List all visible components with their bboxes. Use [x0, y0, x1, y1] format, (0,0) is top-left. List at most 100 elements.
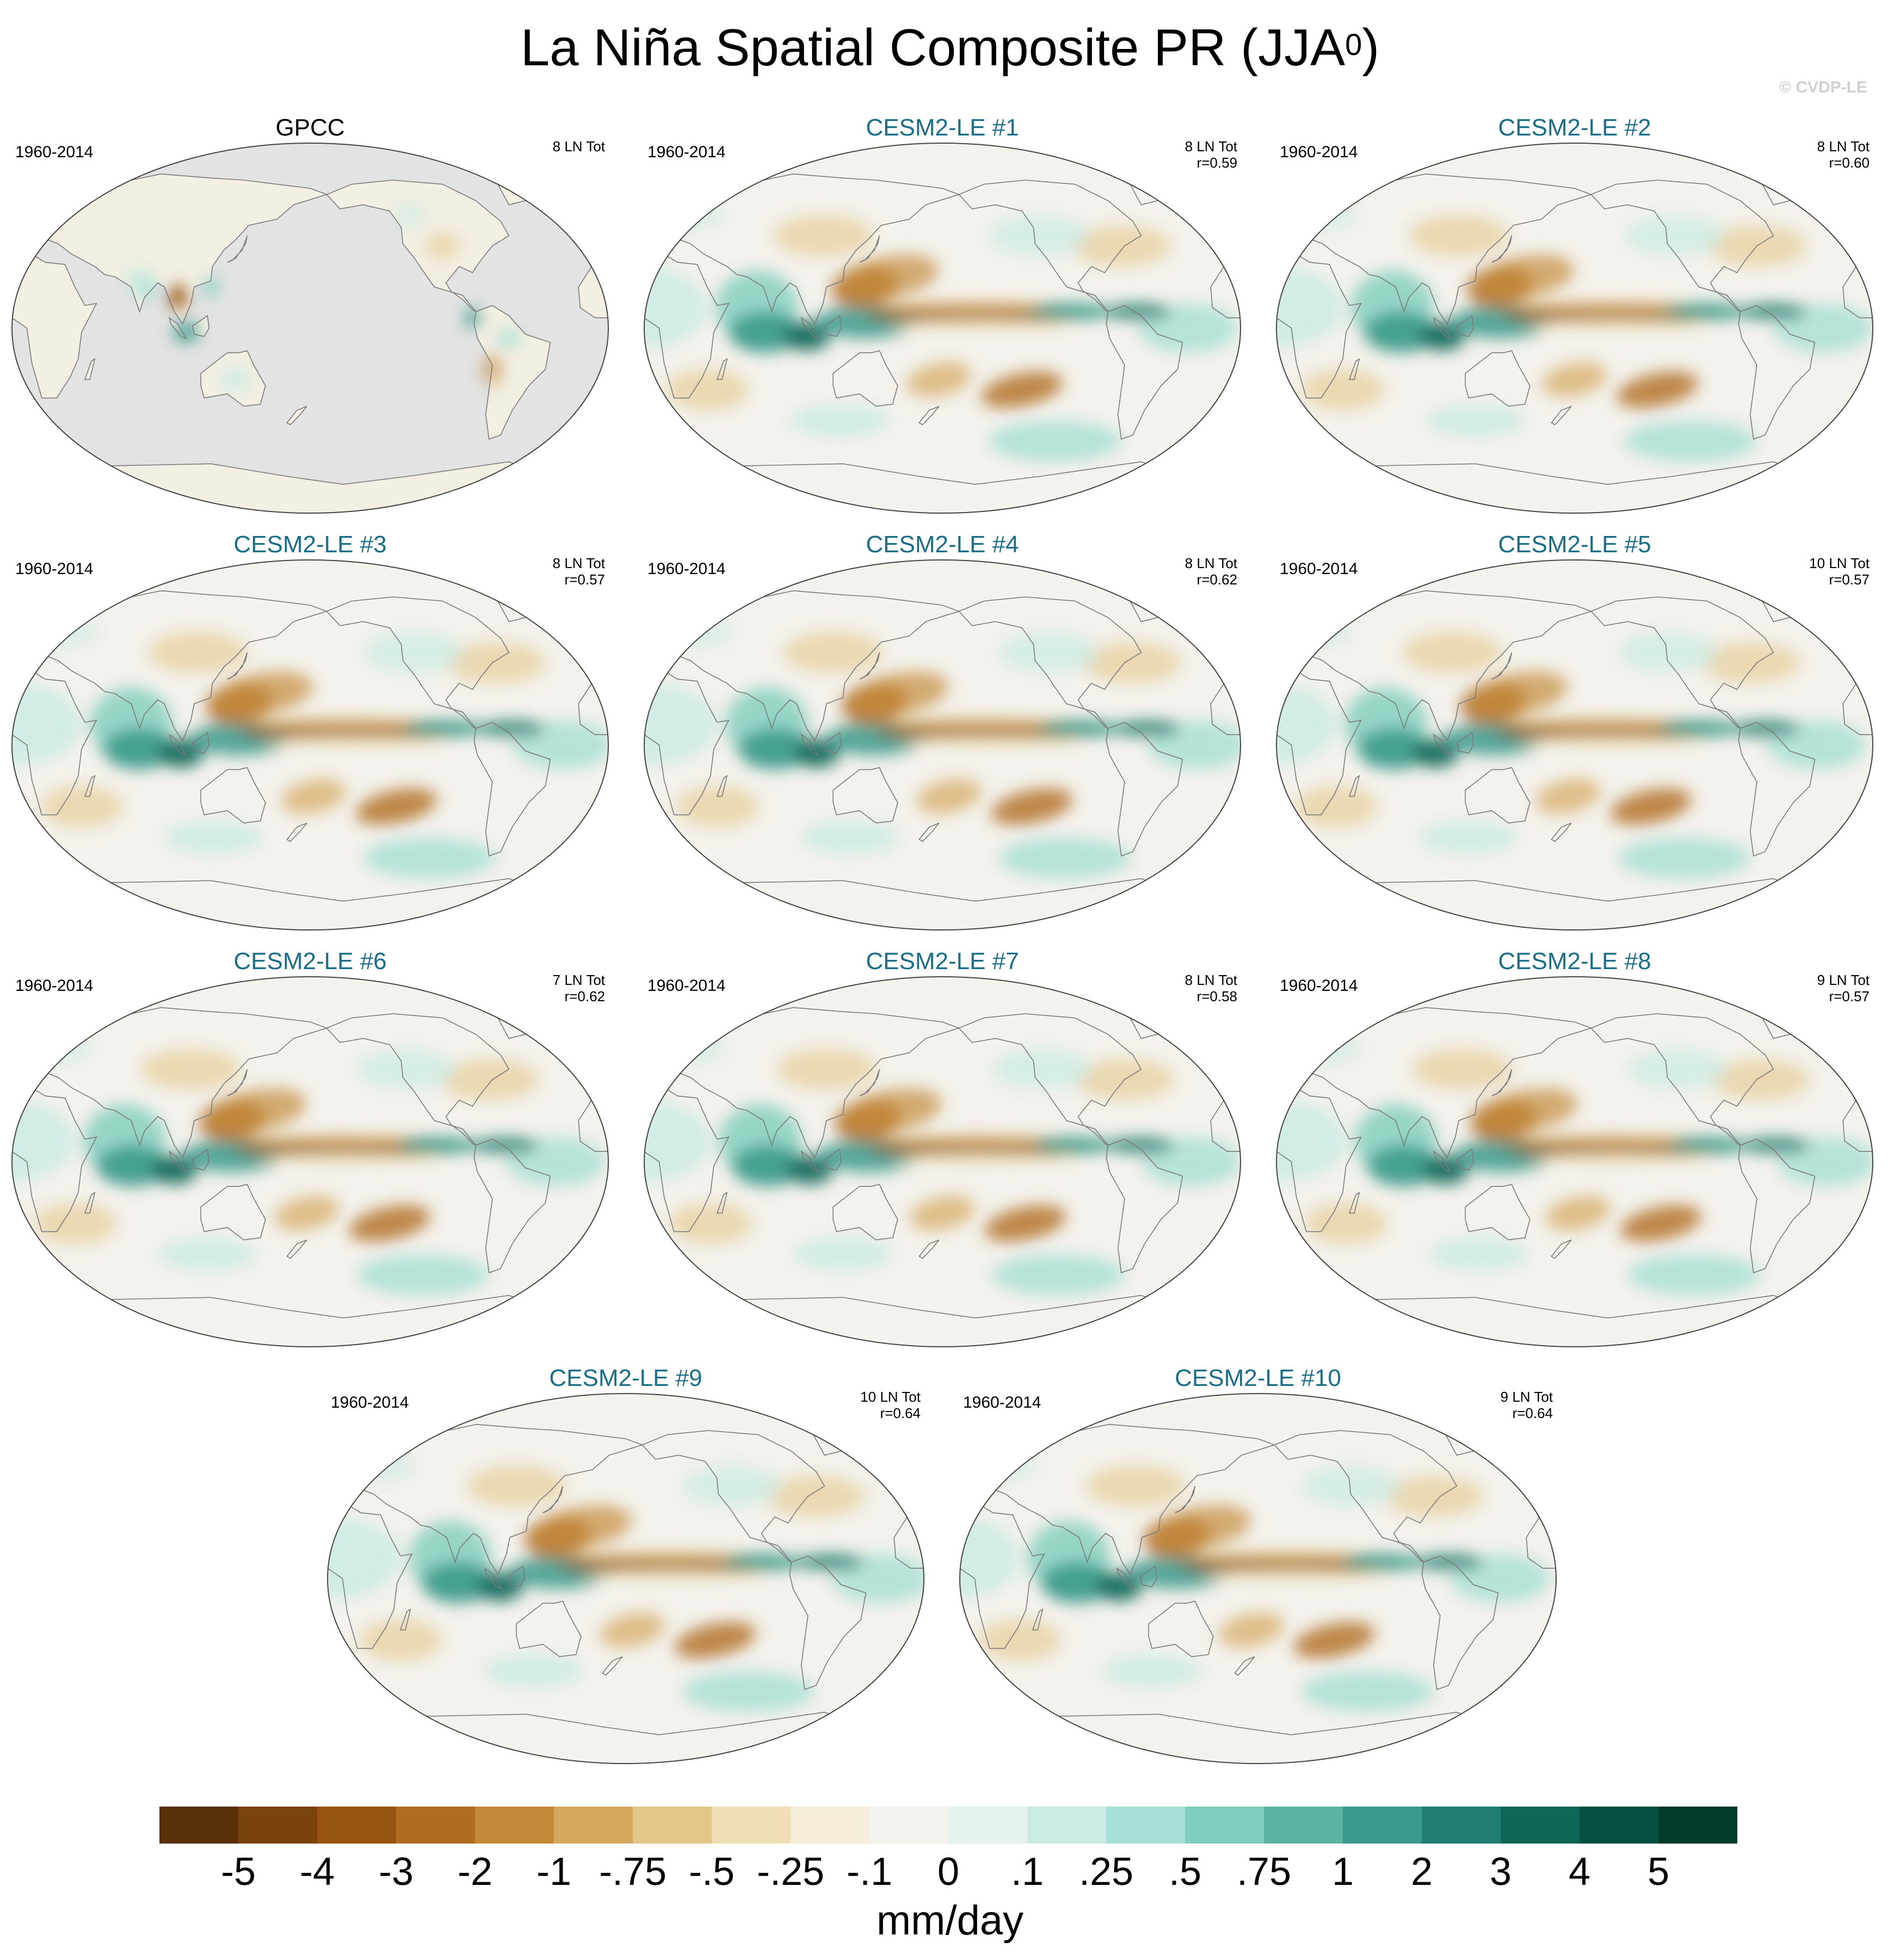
colorbar-tick-label: 0: [937, 1850, 960, 1894]
colorbar-swatch: [1027, 1807, 1106, 1844]
panel-stats: 8 LN Tot r=0.57: [553, 555, 605, 588]
panel-event-count: 7 LN Tot: [552, 972, 605, 988]
map-panel: CESM2-LE #5 1960-2014 10 LN Tot r=0.57: [1270, 530, 1879, 944]
colorbar-swatch: [1185, 1807, 1264, 1844]
colorbar-swatch: [633, 1807, 712, 1844]
precip-anomaly-map: [1276, 559, 1873, 930]
panel-period: 1960-2014: [1280, 143, 1358, 161]
precip-anomaly-map: [1276, 143, 1873, 514]
panel-period: 1960-2014: [15, 560, 94, 578]
colorbar-swatch: [554, 1807, 633, 1844]
panel-period: 1960-2014: [15, 977, 94, 995]
colorbar-tick-label: -2: [457, 1850, 493, 1894]
precip-anomaly-map: [644, 143, 1241, 514]
colorbar-swatch: [159, 1807, 238, 1844]
colorbar-unit-label: mm/day: [876, 1897, 1024, 1944]
colorbar-swatch: [1106, 1807, 1185, 1844]
panel-pattern-correlation: r=0.57: [1829, 988, 1870, 1004]
map-panel: GPCC 1960-2014 8 LN Tot: [5, 113, 615, 527]
panel-stats: 8 LN Tot r=0.59: [1185, 138, 1237, 171]
panel-title: CESM2-LE #10: [1175, 1365, 1341, 1391]
panel-period: 1960-2014: [647, 977, 726, 995]
map-field-layer: [644, 560, 1241, 930]
panel-stats: 10 LN Tot r=0.64: [860, 1389, 921, 1421]
map-field-layer: [1276, 977, 1873, 1347]
panel-event-count: 8 LN Tot: [552, 555, 605, 571]
colorbar-swatch: [1422, 1807, 1501, 1844]
map-panel: CESM2-LE #1 1960-2014 8 LN Tot r=0.59: [638, 113, 1247, 527]
panel-event-count: 8 LN Tot: [1817, 138, 1870, 155]
colorbar-tick-label: -1: [536, 1850, 572, 1894]
panel-pattern-correlation: r=0.62: [564, 988, 605, 1004]
colorbar-tick-label: -.1: [846, 1850, 893, 1894]
map-panel: CESM2-LE #4 1960-2014 8 LN Tot r=0.62: [638, 530, 1247, 944]
precip-anomaly-map: [644, 976, 1241, 1347]
map-panel: CESM2-LE #7 1960-2014 8 LN Tot r=0.58: [638, 947, 1247, 1360]
panel-event-count: 10 LN Tot: [1809, 555, 1870, 571]
precip-anomaly-map: [327, 1393, 924, 1764]
panel-period: 1960-2014: [15, 143, 94, 161]
panel-event-count: 10 LN Tot: [860, 1389, 921, 1405]
colorbar-tick-label: -5: [220, 1850, 256, 1894]
colorbar: [159, 1807, 1737, 1844]
panel-period: 1960-2014: [331, 1394, 409, 1412]
colorbar-swatch: [1343, 1807, 1422, 1844]
colorbar-tick-label: -4: [299, 1850, 335, 1894]
panel-title: CESM2-LE #2: [1498, 114, 1651, 141]
panel-event-count: 8 LN Tot: [1185, 972, 1237, 988]
precip-anomaly-map: [1276, 976, 1873, 1347]
panel-event-count: 8 LN Tot: [552, 138, 605, 155]
panel-event-count: 9 LN Tot: [1817, 972, 1870, 988]
colorbar-swatch: [1264, 1807, 1343, 1844]
panel-stats: 9 LN Tot r=0.57: [1817, 972, 1870, 1004]
panel-pattern-correlation: r=0.62: [1196, 571, 1237, 588]
panel-period: 1960-2014: [1280, 977, 1358, 995]
precip-anomaly-map: [959, 1393, 1557, 1764]
panel-title: CESM2-LE #7: [866, 948, 1019, 975]
panel-title: CESM2-LE #6: [233, 948, 387, 975]
precip-anomaly-map: [11, 143, 609, 514]
panel-event-count: 9 LN Tot: [1500, 1389, 1553, 1405]
map-field-layer: [328, 1394, 924, 1764]
map-panel: CESM2-LE #8 1960-2014 9 LN Tot r=0.57: [1270, 947, 1879, 1360]
colorbar-swatch: [791, 1807, 869, 1844]
map-field-layer: [1276, 143, 1873, 513]
colorbar-tick-label: -.5: [688, 1850, 735, 1894]
panel-stats: 8 LN Tot r=0.62: [1185, 555, 1237, 588]
colorbar-tick-label: -3: [378, 1850, 414, 1894]
colorbar-swatch: [238, 1807, 317, 1844]
panel-stats: 8 LN Tot r=0.60: [1817, 138, 1870, 171]
colorbar-tick-label: .1: [1010, 1850, 1044, 1894]
colorbar-swatch: [1501, 1807, 1580, 1844]
colorbar-tick-label: 3: [1489, 1850, 1512, 1894]
panel-period: 1960-2014: [647, 560, 726, 578]
panel-stats: 8 LN Tot r=0.58: [1185, 972, 1237, 1004]
map-panel: CESM2-LE #3 1960-2014 8 LN Tot r=0.57: [5, 530, 615, 944]
figure-title: La Niña Spatial Composite PR (JJA0): [0, 15, 1900, 81]
colorbar-tick-label: .75: [1236, 1850, 1292, 1894]
colorbar-tick-label: .5: [1168, 1850, 1202, 1894]
colorbar-swatch: [317, 1807, 396, 1844]
panel-title: CESM2-LE #4: [866, 531, 1019, 558]
figure-title-superscript: 0: [1345, 27, 1362, 61]
panel-stats: 7 LN Tot r=0.62: [553, 972, 605, 1004]
panel-pattern-correlation: r=0.57: [564, 571, 605, 588]
colorbar-tick-label: 1: [1331, 1850, 1354, 1894]
colorbar-tick-label: 5: [1647, 1850, 1670, 1894]
watermark: © CVDP-LE: [1779, 78, 1867, 96]
map-panel: CESM2-LE #10 1960-2014 9 LN Tot r=0.64: [953, 1364, 1563, 1777]
colorbar-swatch: [396, 1807, 475, 1844]
panel-pattern-correlation: r=0.58: [1196, 988, 1237, 1004]
panel-period: 1960-2014: [963, 1394, 1041, 1412]
map-field-layer: [12, 143, 608, 513]
map-field-layer: [960, 1394, 1556, 1764]
panel-period: 1960-2014: [1280, 560, 1358, 578]
panel-title: CESM2-LE #9: [549, 1365, 702, 1391]
panel-pattern-correlation: r=0.64: [880, 1405, 921, 1421]
map-panel: CESM2-LE #6 1960-2014 7 LN Tot r=0.62: [5, 947, 615, 1360]
colorbar-tick-labels: -5 -4 -3 -2 -1 -.75 -.5 -.25 -.1 0 .1 .25 .5 .75 1 2 3 4 5: [159, 1847, 1737, 1896]
panel-title: CESM2-LE #3: [233, 531, 387, 558]
precip-anomaly-map: [644, 559, 1241, 930]
map-panel: CESM2-LE #9 1960-2014 10 LN Tot r=0.64: [321, 1364, 930, 1777]
colorbar-tick-label: -.75: [599, 1850, 667, 1894]
